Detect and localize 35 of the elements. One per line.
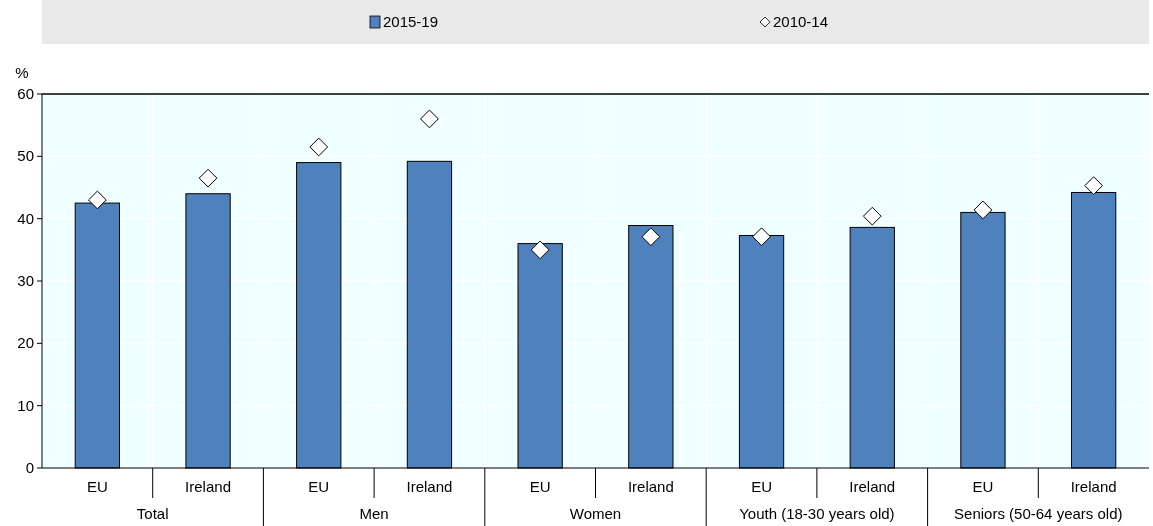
y-tick-label: 30 — [17, 272, 34, 289]
point — [198, 168, 218, 188]
point — [973, 200, 993, 220]
x-tick-label: EU — [308, 478, 330, 495]
text: Youth (18-30 years old) — [739, 505, 895, 522]
y-tick-label: 60 — [17, 85, 34, 102]
text: Total — [136, 505, 169, 522]
text: Men — [359, 505, 389, 522]
y-tick-label: 10 — [17, 396, 34, 414]
point — [87, 190, 107, 210]
x-tick-label: Ireland — [185, 478, 231, 495]
y-tick-label: 40 — [17, 209, 34, 227]
y-tick-label: 50 — [17, 147, 34, 165]
x-tick-label: EU — [751, 478, 772, 495]
legend-label: 2015-19 — [383, 13, 439, 30]
point — [641, 227, 661, 247]
y-axis-title: % — [15, 64, 29, 81]
y-tick-label: 0 — [25, 459, 34, 476]
y-tick-label: 20 — [17, 334, 34, 352]
text: Seniors (50-64 years old) — [954, 505, 1123, 522]
x-tick-label: EU — [972, 478, 994, 495]
text: Women — [569, 505, 622, 522]
point — [420, 109, 439, 129]
point — [309, 137, 329, 157]
point — [1084, 176, 1104, 195]
point — [862, 206, 882, 226]
point — [530, 240, 550, 260]
x-tick-label: Ireland — [849, 478, 896, 495]
x-tick-label: Ireland — [627, 478, 674, 495]
x-tick-label: EU — [86, 478, 108, 495]
x-tick-label: EU — [529, 478, 551, 495]
legend-label: 2010-14 — [773, 13, 829, 30]
x-tick-label: Ireland — [1070, 478, 1117, 495]
x-tick-label: Ireland — [406, 478, 453, 495]
point — [752, 227, 771, 247]
